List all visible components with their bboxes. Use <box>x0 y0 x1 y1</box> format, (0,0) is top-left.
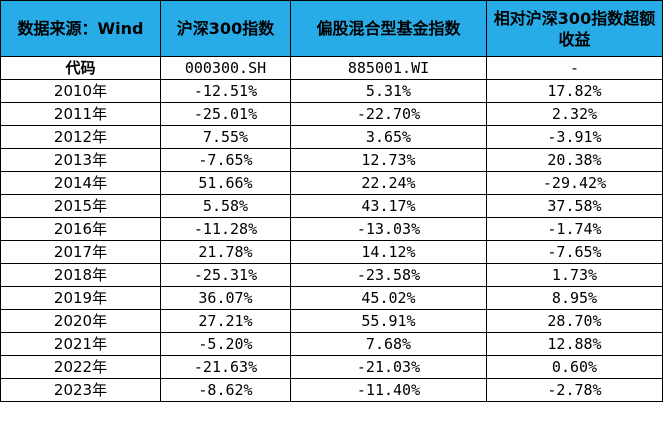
table-row: 2013年 -7.65% 12.73% 20.38% <box>0 148 663 172</box>
table-row: 2011年 -25.01% -22.70% 2.32% <box>0 102 663 126</box>
excess-return-cell: 1.73% <box>486 263 663 287</box>
excess-return-cell: 2.32% <box>486 102 663 126</box>
csi300-return-cell: 51.66% <box>160 171 291 195</box>
excess-return-cell: -2.78% <box>486 378 663 402</box>
fund-index-return-cell: -22.70% <box>290 102 487 126</box>
fund-index-return-cell: 22.24% <box>290 171 487 195</box>
code-csi300: 000300.SH <box>160 56 291 80</box>
fund-index-return-cell: 14.12% <box>290 240 487 264</box>
fund-index-return-cell: -23.58% <box>290 263 487 287</box>
table-row: 2016年 -11.28% -13.03% -1.74% <box>0 217 663 241</box>
table-row: 2020年 27.21% 55.91% 28.70% <box>0 309 663 333</box>
year-cell: 2015年 <box>0 194 161 218</box>
year-cell: 2023年 <box>0 378 161 402</box>
year-cell: 2013年 <box>0 148 161 172</box>
fund-index-return-cell: 3.65% <box>290 125 487 149</box>
header-csi300: 沪深300指数 <box>160 0 291 57</box>
fund-index-return-cell: 43.17% <box>290 194 487 218</box>
fund-index-return-cell: -13.03% <box>290 217 487 241</box>
returns-table: 数据来源：Wind 沪深300指数 偏股混合型基金指数 相对沪深300指数超额收… <box>0 0 663 402</box>
excess-return-cell: 37.58% <box>486 194 663 218</box>
csi300-return-cell: -21.63% <box>160 355 291 379</box>
code-row: 代码 000300.SH 885001.WI - <box>0 56 663 80</box>
excess-return-cell: 12.88% <box>486 332 663 356</box>
excess-return-cell: 17.82% <box>486 79 663 103</box>
csi300-return-cell: -5.20% <box>160 332 291 356</box>
excess-return-cell: -7.65% <box>486 240 663 264</box>
excess-return-cell: 8.95% <box>486 286 663 310</box>
year-cell: 2016年 <box>0 217 161 241</box>
year-cell: 2018年 <box>0 263 161 287</box>
year-cell: 2011年 <box>0 102 161 126</box>
table-row: 2010年 -12.51% 5.31% 17.82% <box>0 79 663 103</box>
csi300-return-cell: -8.62% <box>160 378 291 402</box>
header-excess-return: 相对沪深300指数超额收益 <box>486 0 663 57</box>
year-cell: 2021年 <box>0 332 161 356</box>
year-cell: 2010年 <box>0 79 161 103</box>
csi300-return-cell: -11.28% <box>160 217 291 241</box>
table-row: 2012年 7.55% 3.65% -3.91% <box>0 125 663 149</box>
year-cell: 2022年 <box>0 355 161 379</box>
csi300-return-cell: -12.51% <box>160 79 291 103</box>
fund-index-return-cell: 12.73% <box>290 148 487 172</box>
code-label: 代码 <box>0 56 161 80</box>
fund-index-return-cell: 45.02% <box>290 286 487 310</box>
table-row: 2019年 36.07% 45.02% 8.95% <box>0 286 663 310</box>
year-cell: 2017年 <box>0 240 161 264</box>
year-cell: 2020年 <box>0 309 161 333</box>
year-cell: 2014年 <box>0 171 161 195</box>
excess-return-cell: -1.74% <box>486 217 663 241</box>
table-body: 代码 000300.SH 885001.WI - 2010年 -12.51% 5.3… <box>0 56 663 402</box>
code-fund-index: 885001.WI <box>290 56 487 80</box>
fund-index-return-cell: -21.03% <box>290 355 487 379</box>
fund-index-return-cell: -11.40% <box>290 378 487 402</box>
table-row: 2023年 -8.62% -11.40% -2.78% <box>0 378 663 402</box>
excess-return-cell: 28.70% <box>486 309 663 333</box>
table-row: 2014年 51.66% 22.24% -29.42% <box>0 171 663 195</box>
table-row: 2017年 21.78% 14.12% -7.65% <box>0 240 663 264</box>
csi300-return-cell: 5.58% <box>160 194 291 218</box>
year-cell: 2019年 <box>0 286 161 310</box>
table-row: 2018年 -25.31% -23.58% 1.73% <box>0 263 663 287</box>
csi300-return-cell: 27.21% <box>160 309 291 333</box>
table-row: 2015年 5.58% 43.17% 37.58% <box>0 194 663 218</box>
header-row: 数据来源：Wind 沪深300指数 偏股混合型基金指数 相对沪深300指数超额收… <box>0 0 663 57</box>
excess-return-cell: 0.60% <box>486 355 663 379</box>
fund-index-return-cell: 7.68% <box>290 332 487 356</box>
excess-return-cell: 20.38% <box>486 148 663 172</box>
year-cell: 2012年 <box>0 125 161 149</box>
header-fund-index: 偏股混合型基金指数 <box>290 0 487 57</box>
code-excess: - <box>486 56 663 80</box>
excess-return-cell: -3.91% <box>486 125 663 149</box>
table-row: 2022年 -21.63% -21.03% 0.60% <box>0 355 663 379</box>
csi300-return-cell: -7.65% <box>160 148 291 172</box>
excess-return-cell: -29.42% <box>486 171 663 195</box>
csi300-return-cell: -25.31% <box>160 263 291 287</box>
csi300-return-cell: -25.01% <box>160 102 291 126</box>
csi300-return-cell: 21.78% <box>160 240 291 264</box>
fund-index-return-cell: 5.31% <box>290 79 487 103</box>
header-data-source: 数据来源：Wind <box>0 0 161 57</box>
fund-index-return-cell: 55.91% <box>290 309 487 333</box>
csi300-return-cell: 7.55% <box>160 125 291 149</box>
table-row: 2021年 -5.20% 7.68% 12.88% <box>0 332 663 356</box>
csi300-return-cell: 36.07% <box>160 286 291 310</box>
